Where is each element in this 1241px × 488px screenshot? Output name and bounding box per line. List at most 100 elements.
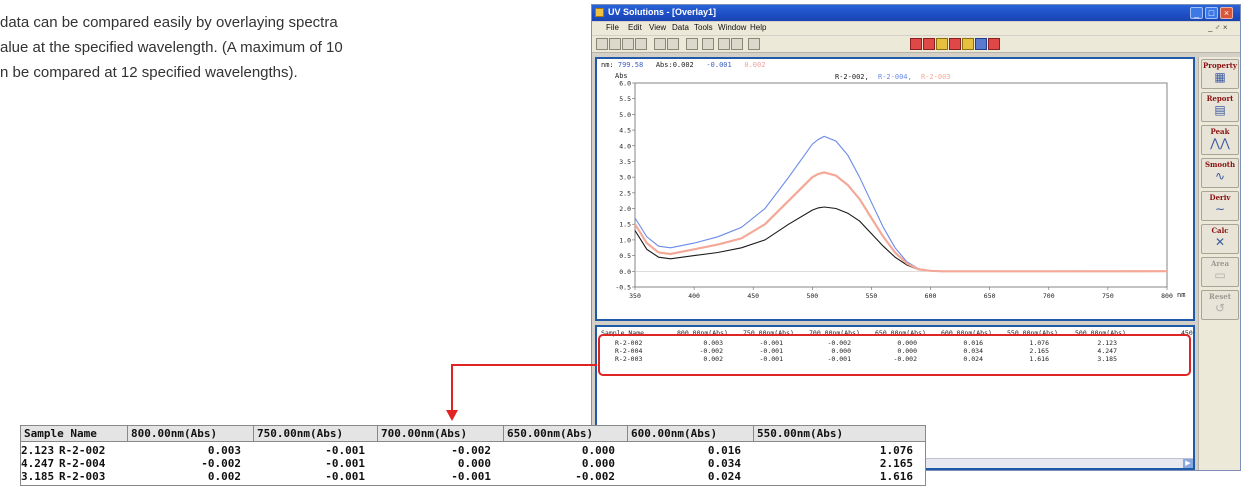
scale-tool-icon[interactable] (975, 38, 987, 50)
window-icon[interactable] (748, 38, 760, 50)
description-line-2: alue at the specified wavelength. (A max… (0, 39, 343, 56)
copy-icon[interactable] (667, 38, 679, 50)
zoomed-abs-value-cell: 0.024 (707, 470, 741, 483)
legend-entry-r-2-003: R-2-003 (921, 73, 951, 81)
menu-file[interactable]: File (606, 23, 619, 32)
table-header-cell: 700.00nm(Abs) (809, 329, 860, 337)
derivative-icon: ∼ (1214, 202, 1226, 216)
plot-frame (634, 82, 1168, 288)
zoomed-abs-value-cell: 0.003 (207, 444, 241, 457)
mdi-controls[interactable]: _ ♂ × (1208, 23, 1228, 32)
tool-calc-button[interactable]: Calc ✕ (1201, 224, 1239, 254)
highlight-box (598, 334, 1191, 376)
y-tick-label: 4.0 (619, 142, 631, 150)
title-bar[interactable]: UV Solutions - [Overlay1] _ □ × (592, 5, 1240, 21)
table-header-cell: 450 (1181, 329, 1193, 337)
y-axis-label: Abs (615, 72, 628, 80)
abs-value-cell: -0.002 (699, 347, 723, 355)
zoomed-header-cell: 550.00nm(Abs) (753, 426, 925, 442)
y-tick-label: 0.0 (619, 268, 631, 276)
zoomed-header-cell: 750.00nm(Abs) (253, 426, 377, 442)
context-help-icon[interactable] (731, 38, 743, 50)
legend-entry-r-2-004: R-2-004, (878, 73, 912, 81)
zoomed-abs-value-cell: 0.000 (581, 457, 615, 470)
zoomed-header-cell: 650.00nm(Abs) (503, 426, 627, 442)
red-tool-icon[interactable] (910, 38, 922, 50)
x-tick-label: 450 (747, 292, 759, 300)
menu-tools[interactable]: Tools (694, 23, 713, 32)
zoomed-abs-value-cell: 1.616 (879, 470, 913, 483)
help-icon[interactable] (718, 38, 730, 50)
table-header-cell: 750.00nm(Abs) (743, 329, 794, 337)
scroll-right-icon[interactable]: ▶ (1183, 459, 1193, 468)
x-tick-label: 700 (1043, 292, 1055, 300)
tool-reset-button[interactable]: Reset ↺ (1201, 290, 1239, 320)
y-tick-label: 3.0 (619, 174, 631, 182)
spectrum-chart[interactable]: Abs nm -0.5 0.0 0.5 1.0 1.5 2.0 2.5 3.0 3.5 4.0 4.5 5… (597, 59, 1193, 319)
marker-tool-icon[interactable] (936, 38, 948, 50)
zoomed-header-cell: 800.00nm(Abs) (127, 426, 253, 442)
table-header-cell: 800.00nm(Abs) (677, 329, 728, 337)
abs-value-cell: -0.002 (893, 355, 917, 363)
y-tick-label: 1.5 (619, 221, 631, 229)
toolbar (592, 36, 1240, 53)
smooth-icon: ∿ (1214, 169, 1226, 183)
zoomed-abs-value-cell: 0.000 (581, 444, 615, 457)
zoomed-header-cell: 600.00nm(Abs) (627, 426, 753, 442)
minimize-button[interactable]: _ (1190, 7, 1203, 19)
overlay-tool-icon[interactable] (949, 38, 961, 50)
table-header-cell: 500.00nm(Abs) (1075, 329, 1126, 337)
abs-value-cell: 1.616 (1029, 355, 1049, 363)
tool-area-button[interactable]: Area ▭ (1201, 257, 1239, 287)
close-file-icon[interactable] (635, 38, 647, 50)
description-text: data can be compared easily by overlayin… (0, 10, 560, 85)
y-tick-label: -0.5 (615, 284, 631, 292)
callout-arrowhead (446, 410, 458, 421)
y-tick-label: 5.5 (619, 95, 631, 103)
abs-value-cell: 0.034 (963, 347, 983, 355)
open-icon[interactable] (609, 38, 621, 50)
save-icon[interactable] (622, 38, 634, 50)
close-button[interactable]: × (1220, 7, 1233, 19)
tool-report-button[interactable]: Report ▤ (1201, 92, 1239, 122)
callout-line (451, 364, 597, 410)
zoomed-abs-value-cell: 3.185 (21, 470, 55, 483)
spectrum-chart-pane[interactable]: nm: 799.58 Abs:0.002 -0.001 0.002 Abs nm -… (595, 57, 1195, 321)
print-icon[interactable] (686, 38, 698, 50)
tool-smooth-button[interactable]: Smooth ∿ (1201, 158, 1239, 188)
new-icon[interactable] (596, 38, 608, 50)
zoomed-table-row: R-2-002 0.003 -0.001 -0.002 0.000 0.016 1.076 2… (21, 444, 925, 457)
text-tool-icon[interactable] (988, 38, 1000, 50)
menu-view[interactable]: View (649, 23, 667, 32)
zoomed-abs-value-cell: -0.002 (575, 470, 615, 483)
table-row: R-2-004 -0.002 -0.001 0.000 0.000 0.034 2.165 4… (597, 347, 1193, 355)
nm-value: 799.58 (617, 61, 644, 69)
description-line-3: n be compared at 12 specified wavelength… (0, 64, 298, 81)
zoom-tool-icon[interactable] (962, 38, 974, 50)
legend-entry-r-2-002: R-2-002, (835, 73, 869, 81)
abs-value-cell: 1.076 (1029, 339, 1049, 347)
abs-value-2: -0.001 (706, 61, 732, 69)
preview-icon[interactable] (702, 38, 714, 50)
menu-help[interactable]: Help (750, 23, 767, 32)
tool-deriv-button[interactable]: Deriv ∼ (1201, 191, 1239, 221)
zoomed-sample-name-cell: R-2-003 (59, 470, 106, 483)
menu-data[interactable]: Data (672, 23, 689, 32)
x-tick-label: 350 (629, 292, 641, 300)
table-row: R-2-003 0.002 -0.001 -0.001 -0.002 0.024 1.616… (597, 355, 1193, 363)
x-tick-label: 650 (984, 292, 996, 300)
description-line-1: data can be compared easily by overlayin… (0, 14, 338, 31)
cut-icon[interactable] (654, 38, 666, 50)
bar-tool-icon[interactable] (923, 38, 935, 50)
menu-edit[interactable]: Edit (628, 23, 642, 32)
tool-property-button[interactable]: Property ▦ (1201, 59, 1239, 89)
abs-label: Abs: (655, 61, 673, 69)
tool-peak-button[interactable]: Peak ⋀⋀ (1201, 125, 1239, 155)
maximize-button[interactable]: □ (1205, 7, 1218, 19)
abs-value-cell: 0.000 (897, 339, 917, 347)
menu-window[interactable]: Window (718, 23, 747, 32)
zoomed-table-row: R-2-003 0.002 -0.001 -0.001 -0.002 0.024 1.616… (21, 470, 925, 483)
x-tick-label: 600 (925, 292, 937, 300)
abs-value-cell: 0.016 (963, 339, 983, 347)
y-tick-label: 1.0 (619, 236, 631, 244)
